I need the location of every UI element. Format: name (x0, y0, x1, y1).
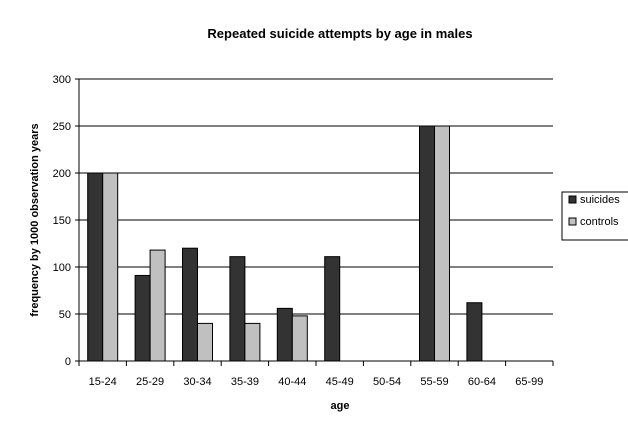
legend-label-controls: controls (580, 216, 619, 228)
x-tick-label: 40-44 (278, 376, 306, 388)
bar-controls-30-34 (197, 322, 213, 362)
x-tick-label: 25-29 (136, 376, 164, 388)
x-tick-label: 45-49 (326, 376, 354, 388)
y-tick-label: 100 (53, 262, 71, 274)
bar-suicides-40-44 (276, 307, 293, 362)
bar-controls-25-29 (149, 249, 166, 362)
chart-title: Repeated suicide attempts by age in male… (207, 26, 472, 41)
bar-controls-15-24 (102, 172, 119, 362)
y-tick-label: 0 (65, 356, 71, 368)
x-tick-label: 15-24 (89, 376, 117, 388)
bar-suicides-60-64 (466, 302, 483, 362)
x-tick-labels: 15-24 25-29 30-34 35-39 40-44 45-49 50-54 55-59… (89, 376, 544, 388)
bar-suicides-25-29 (134, 274, 151, 362)
bar-controls-40-44 (291, 315, 308, 362)
x-tick-label: 60-64 (468, 376, 496, 388)
y-tick-label: 250 (53, 121, 71, 133)
legend-swatch-controls (568, 217, 577, 226)
x-tick-label: 35-39 (231, 376, 259, 388)
bar-controls-35-39 (244, 322, 261, 362)
legend-swatch-suicides (568, 195, 577, 204)
bars (87, 125, 483, 362)
bar-suicides-30-34 (182, 247, 198, 362)
bar-controls-55-59 (434, 125, 450, 362)
y-tick-label: 150 (53, 215, 71, 227)
x-axis-label: age (331, 400, 350, 412)
x-tick-label: 65-99 (515, 376, 543, 388)
y-tick-labels: 0 50 100 150 200 250 300 (53, 74, 71, 368)
x-tick-label: 55-59 (420, 376, 448, 388)
bar-suicides-55-59 (419, 125, 435, 362)
bar-suicides-15-24 (87, 172, 104, 362)
bar-suicides-35-39 (229, 256, 246, 362)
legend-label-suicides: suicides (580, 194, 620, 206)
y-axis-label: frequency by 1000 observation years (29, 123, 41, 316)
bar-suicides-45-49 (324, 256, 341, 362)
y-tick-label: 300 (53, 74, 71, 86)
y-tick-label: 200 (53, 168, 71, 180)
x-tick-label: 50-54 (373, 376, 401, 388)
legend: suicides controls (561, 191, 628, 241)
x-tick-label: 30-34 (183, 376, 211, 388)
y-tick-label: 50 (59, 309, 71, 321)
axes (75, 78, 554, 366)
